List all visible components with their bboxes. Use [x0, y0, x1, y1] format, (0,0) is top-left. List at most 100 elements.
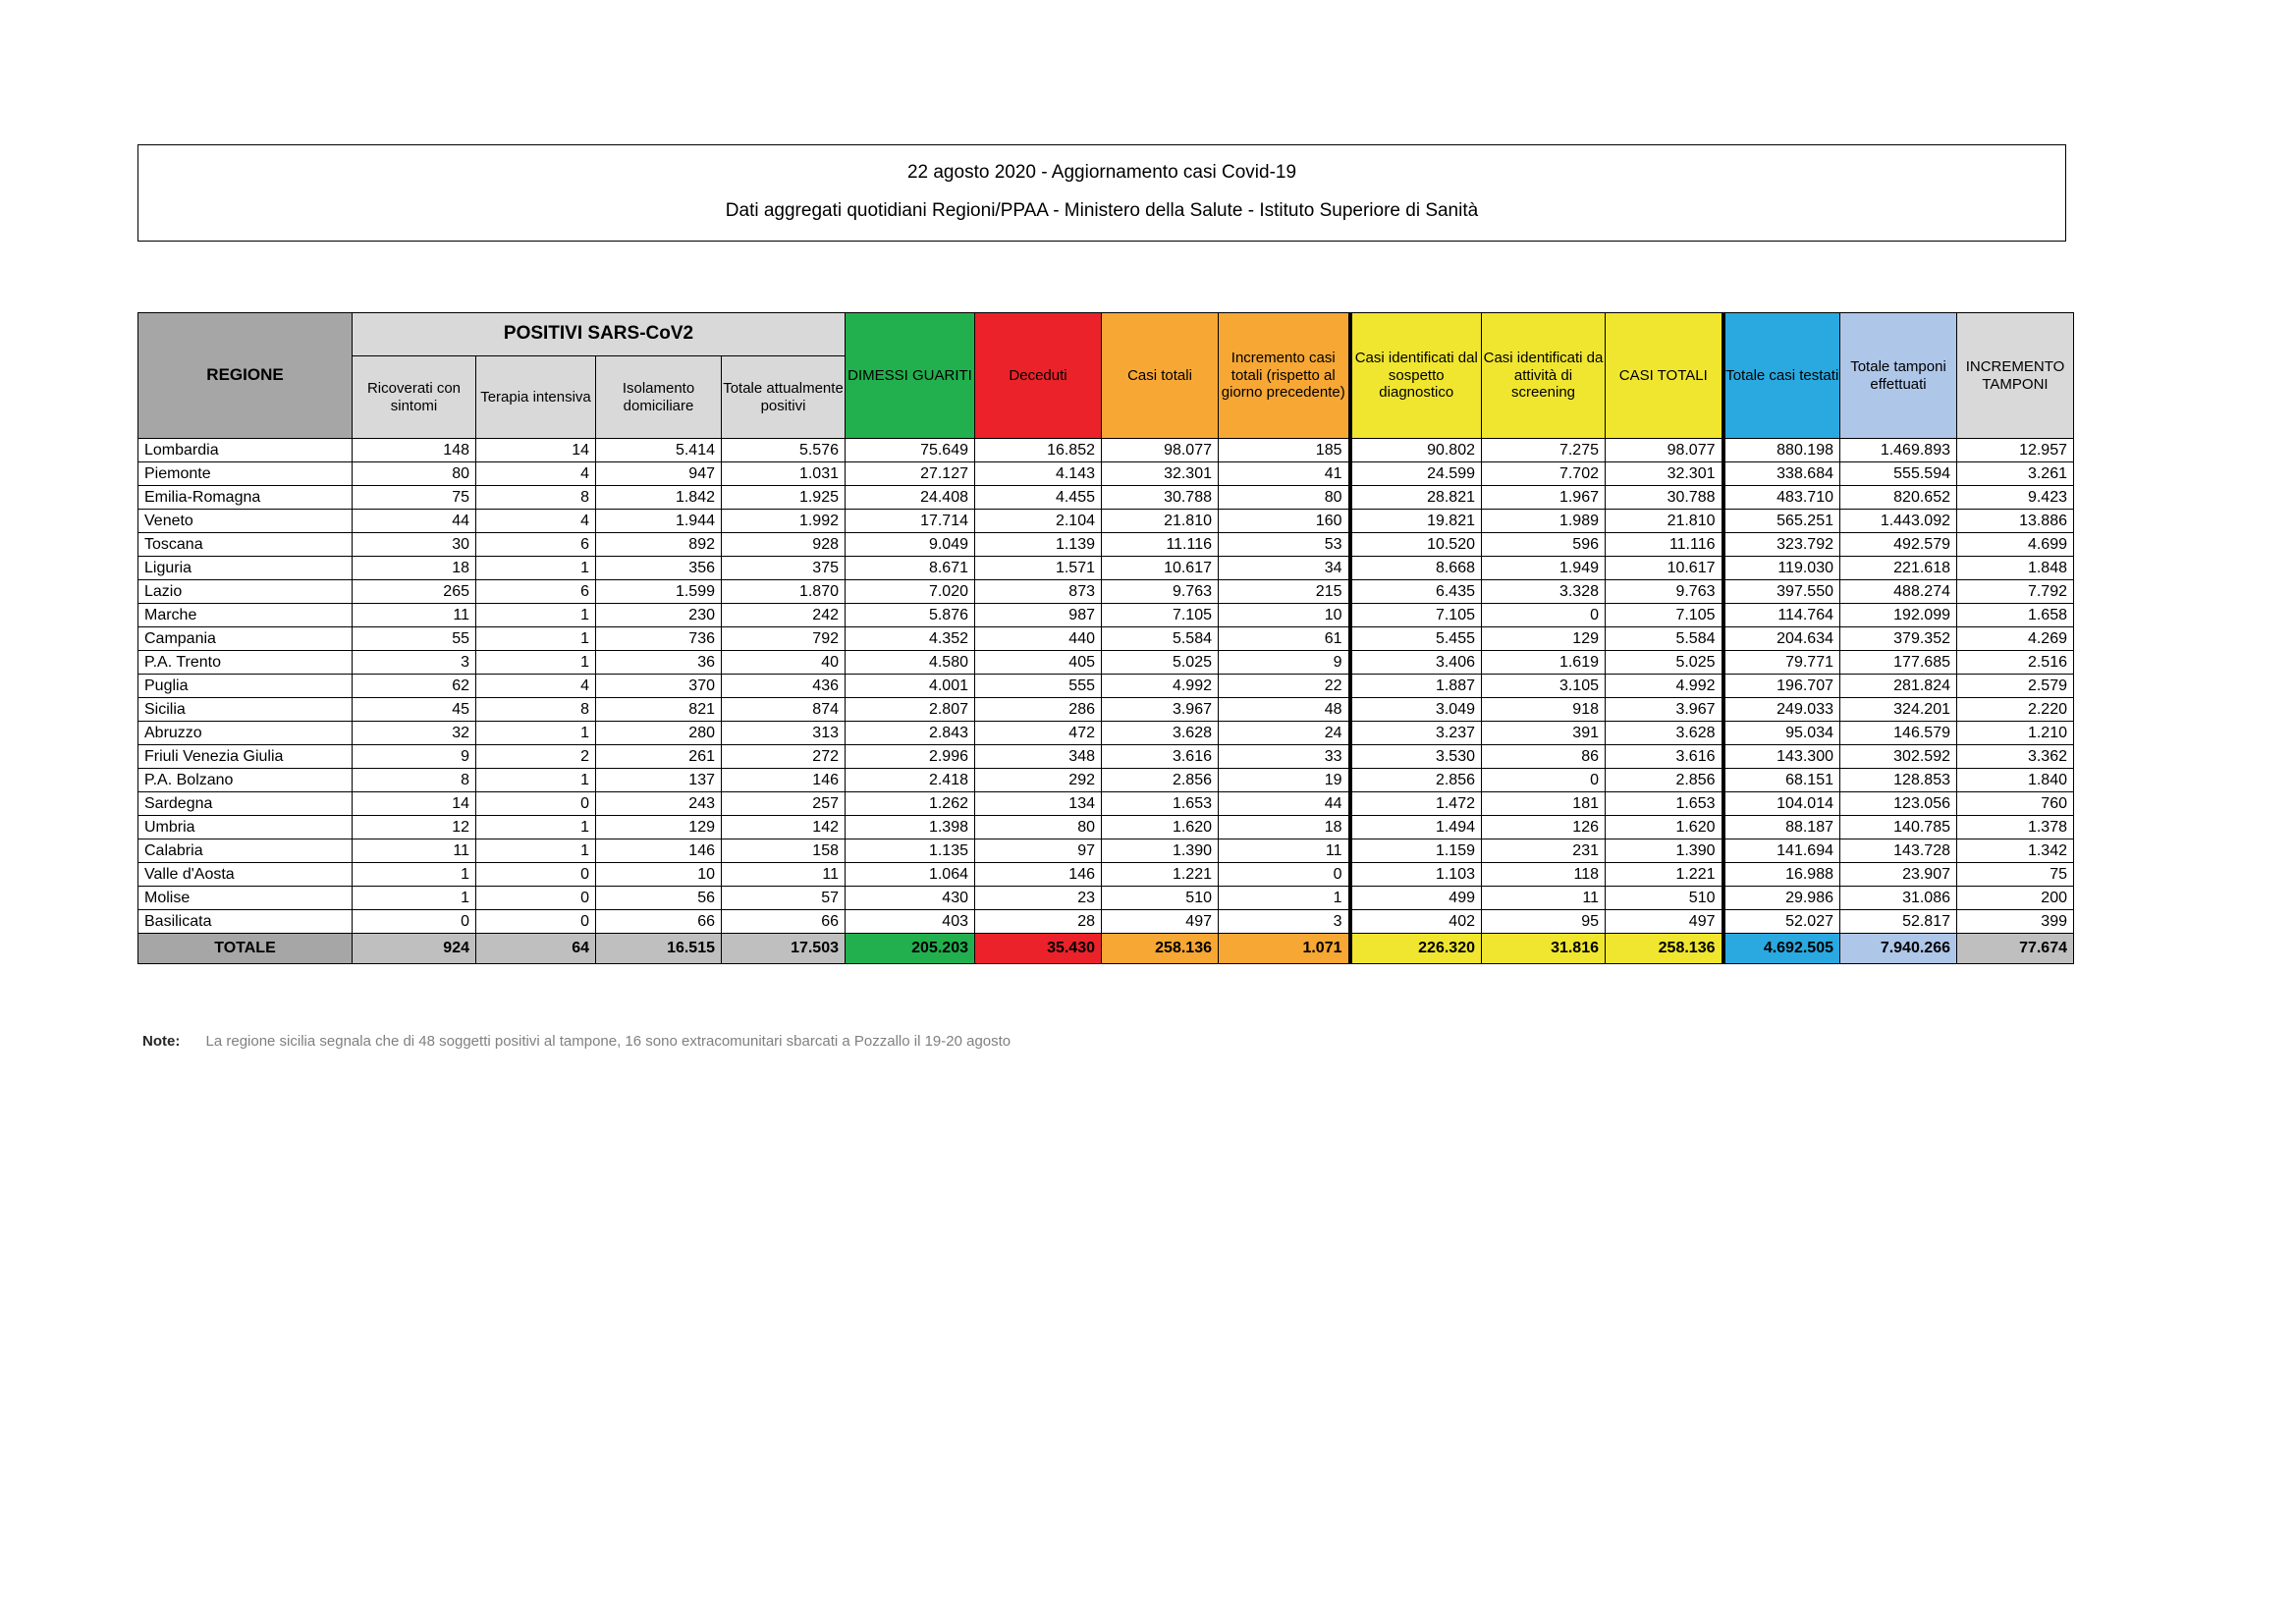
total-value-cell: 1.071: [1218, 933, 1350, 964]
value-cell: 338.684: [1721, 461, 1840, 486]
column-header-dimessi-guariti: DIMESSI GUARITI: [845, 312, 975, 439]
value-cell: 1.992: [721, 509, 846, 533]
table-row: Calabria 11 1 146 158 1.135 97 1.390 11 1.159 231 1…: [137, 839, 2074, 863]
value-cell: 918: [1481, 697, 1606, 722]
value-cell: 3.362: [1956, 744, 2074, 769]
value-cell: 129: [1481, 626, 1606, 651]
table-header: REGIONE POSITIVI SARS-CoV2 DIMESSI GUARI…: [137, 312, 2074, 439]
total-value-cell: 205.203: [845, 933, 975, 964]
value-cell: 928: [721, 532, 846, 557]
value-cell: 348: [974, 744, 1102, 769]
value-cell: 5.876: [845, 603, 975, 627]
value-cell: 272: [721, 744, 846, 769]
value-cell: 820.652: [1839, 485, 1957, 510]
value-cell: 30: [352, 532, 476, 557]
value-cell: 27.127: [845, 461, 975, 486]
value-cell: 3.049: [1347, 697, 1482, 722]
value-cell: 4.352: [845, 626, 975, 651]
value-cell: 8.668: [1347, 556, 1482, 580]
value-cell: 1.658: [1956, 603, 2074, 627]
value-cell: 52.027: [1721, 909, 1840, 934]
value-cell: 302.592: [1839, 744, 1957, 769]
value-cell: 13.886: [1956, 509, 2074, 533]
value-cell: 1: [475, 721, 596, 745]
value-cell: 2.996: [845, 744, 975, 769]
value-cell: 24: [1218, 721, 1350, 745]
column-header-totale-casi-testati: Totale casi testati: [1721, 312, 1840, 439]
value-cell: 10: [1218, 603, 1350, 627]
region-name-cell: Umbria: [137, 815, 353, 839]
value-cell: 160: [1218, 509, 1350, 533]
value-cell: 4.992: [1101, 674, 1219, 698]
region-name-cell: Abruzzo: [137, 721, 353, 745]
value-cell: 7.105: [1101, 603, 1219, 627]
value-cell: 221.618: [1839, 556, 1957, 580]
value-cell: 185: [1218, 438, 1350, 462]
value-cell: 1.103: [1347, 862, 1482, 887]
value-cell: 62: [352, 674, 476, 698]
value-cell: 196.707: [1721, 674, 1840, 698]
region-name-cell: Toscana: [137, 532, 353, 557]
value-cell: 1.949: [1481, 556, 1606, 580]
value-cell: 403: [845, 909, 975, 934]
total-value-cell: 4.692.505: [1721, 933, 1840, 964]
value-cell: 45: [352, 697, 476, 722]
value-cell: 7.792: [1956, 579, 2074, 604]
value-cell: 1.139: [974, 532, 1102, 557]
value-cell: 1.398: [845, 815, 975, 839]
value-cell: 1: [475, 556, 596, 580]
value-cell: 5.025: [1101, 650, 1219, 675]
value-cell: 75: [1956, 862, 2074, 887]
value-cell: 2.220: [1956, 697, 2074, 722]
value-cell: 2.516: [1956, 650, 2074, 675]
value-cell: 1.620: [1605, 815, 1723, 839]
region-name-cell: Lombardia: [137, 438, 353, 462]
value-cell: 0: [1481, 603, 1606, 627]
value-cell: 8: [475, 485, 596, 510]
value-cell: 2.856: [1347, 768, 1482, 792]
region-name-cell: Marche: [137, 603, 353, 627]
value-cell: 14: [352, 791, 476, 816]
value-cell: 31.086: [1839, 886, 1957, 910]
value-cell: 4.699: [1956, 532, 2074, 557]
value-cell: 3: [1218, 909, 1350, 934]
value-cell: 1.571: [974, 556, 1102, 580]
value-cell: 1: [1218, 886, 1350, 910]
table-row: Toscana 30 6 892 928 9.049 1.139 11.116 53 10.520…: [137, 532, 2074, 557]
value-cell: 555: [974, 674, 1102, 698]
value-cell: 181: [1481, 791, 1606, 816]
value-cell: 18: [352, 556, 476, 580]
total-value-cell: 17.503: [721, 933, 846, 964]
value-cell: 11: [1481, 886, 1606, 910]
value-cell: 1.653: [1101, 791, 1219, 816]
value-cell: 1.842: [595, 485, 722, 510]
value-cell: 1.967: [1481, 485, 1606, 510]
table-total-row: TOTALE 924 64 16.515 17.503 205.203 35.430 258.…: [137, 933, 2074, 964]
value-cell: 792: [721, 626, 846, 651]
value-cell: 0: [475, 886, 596, 910]
value-cell: 2.418: [845, 768, 975, 792]
value-cell: 324.201: [1839, 697, 1957, 722]
value-cell: 11.116: [1101, 532, 1219, 557]
value-cell: 399: [1956, 909, 2074, 934]
value-cell: 48: [1218, 697, 1350, 722]
value-cell: 6.435: [1347, 579, 1482, 604]
value-cell: 29.986: [1721, 886, 1840, 910]
value-cell: 1.848: [1956, 556, 2074, 580]
value-cell: 492.579: [1839, 532, 1957, 557]
value-cell: 143.728: [1839, 839, 1957, 863]
value-cell: 1.887: [1347, 674, 1482, 698]
value-cell: 140.785: [1839, 815, 1957, 839]
value-cell: 146: [974, 862, 1102, 887]
value-cell: 440: [974, 626, 1102, 651]
value-cell: 34: [1218, 556, 1350, 580]
value-cell: 0: [475, 909, 596, 934]
value-cell: 146: [721, 768, 846, 792]
total-value-cell: 64: [475, 933, 596, 964]
value-cell: 142: [721, 815, 846, 839]
value-cell: 41: [1218, 461, 1350, 486]
value-cell: 1.031: [721, 461, 846, 486]
value-cell: 3.616: [1101, 744, 1219, 769]
column-header-totale-attualmente-positivi: Totale attualmente positivi: [721, 355, 846, 439]
